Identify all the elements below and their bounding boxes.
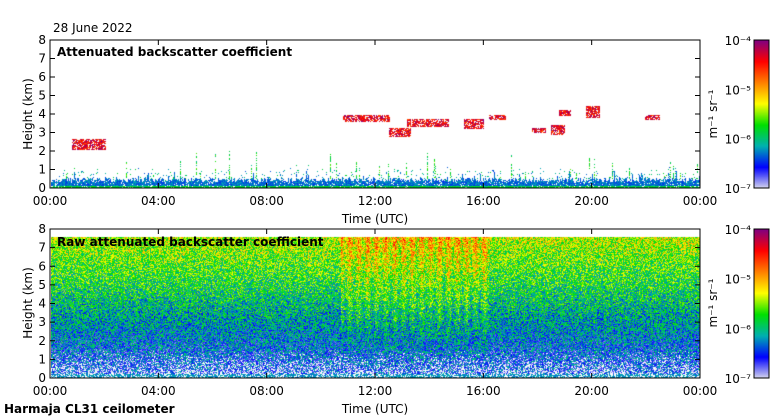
plot-frame (49, 39, 701, 189)
y-axis-label-bottom: Height (km) (21, 267, 35, 338)
colorbar-unit-bottom: m⁻¹ sr⁻¹ (706, 278, 720, 327)
y-tick-label: 7 (38, 52, 46, 66)
y-tick-label: 4 (38, 297, 46, 311)
x-tick-label: 04:00 (141, 384, 176, 398)
y-tick-label: 7 (38, 241, 46, 255)
colorbar-tick-label: 10⁻⁴ (725, 34, 752, 48)
y-tick-label: 6 (38, 70, 46, 84)
y-tick-label: 3 (38, 315, 46, 329)
colorbar-top (754, 40, 769, 188)
y-tick-label: 8 (38, 33, 46, 47)
x-tick-label: 12:00 (358, 384, 393, 398)
x-tick-label: 00:00 (683, 384, 718, 398)
colorbar-tick-label: 10⁻⁶ (725, 322, 752, 336)
plot-frame (49, 228, 701, 379)
y-tick-label: 3 (38, 126, 46, 140)
x-tick-label: 04:00 (141, 194, 176, 208)
colorbar-tick-label: 10⁻⁵ (725, 273, 752, 287)
colorbar-tick-label: 10⁻⁶ (725, 133, 752, 147)
colorbar-tick-label: 10⁻⁴ (725, 223, 752, 237)
y-tick-label: 6 (38, 259, 46, 273)
colorbar-tick-label: 10⁻⁵ (725, 83, 752, 97)
y-tick-label: 1 (38, 163, 46, 177)
x-tick-label: 08:00 (249, 384, 284, 398)
y-tick-label: 1 (38, 352, 46, 366)
colorbar-unit-top: m⁻¹ sr⁻¹ (706, 89, 720, 138)
y-tick-label: 5 (38, 278, 46, 292)
colorbar-frame (753, 228, 770, 379)
colorbar-bottom (754, 229, 769, 378)
colorbar-tick-label: 10⁻⁷ (725, 372, 752, 386)
x-tick-label: 12:00 (358, 194, 393, 208)
y-tick-label: 2 (38, 334, 46, 348)
panel-title-top: Attenuated backscatter coefficient (57, 45, 292, 59)
colorbar-frame (753, 39, 770, 189)
x-axis-label-bottom: Time (UTC) (341, 402, 408, 416)
date-label: 28 June 2022 (53, 21, 133, 35)
y-tick-label: 4 (38, 107, 46, 121)
x-tick-label: 16:00 (466, 384, 501, 398)
x-tick-label: 20:00 (574, 194, 609, 208)
footer-label: Harmaja CL31 ceilometer (4, 402, 175, 416)
x-tick-label: 08:00 (249, 194, 284, 208)
x-tick-label: 00:00 (33, 194, 68, 208)
x-tick-label: 16:00 (466, 194, 501, 208)
x-axis-label-top: Time (UTC) (341, 212, 408, 226)
y-axis-label-top: Height (km) (21, 78, 35, 149)
x-tick-label: 20:00 (574, 384, 609, 398)
y-tick-label: 5 (38, 89, 46, 103)
raw-backscatter-heatmap (51, 229, 700, 378)
colorbar-tick-label: 10⁻⁷ (725, 182, 752, 196)
y-tick-label: 0 (38, 371, 46, 385)
x-tick-label: 00:00 (683, 194, 718, 208)
y-tick-label: 8 (38, 222, 46, 236)
backscatter-heatmap (51, 40, 700, 188)
x-tick-label: 00:00 (33, 384, 68, 398)
y-tick-label: 0 (38, 181, 46, 195)
panel-title-bottom: Raw attenuated backscatter coefficient (57, 235, 324, 249)
y-tick-label: 2 (38, 144, 46, 158)
